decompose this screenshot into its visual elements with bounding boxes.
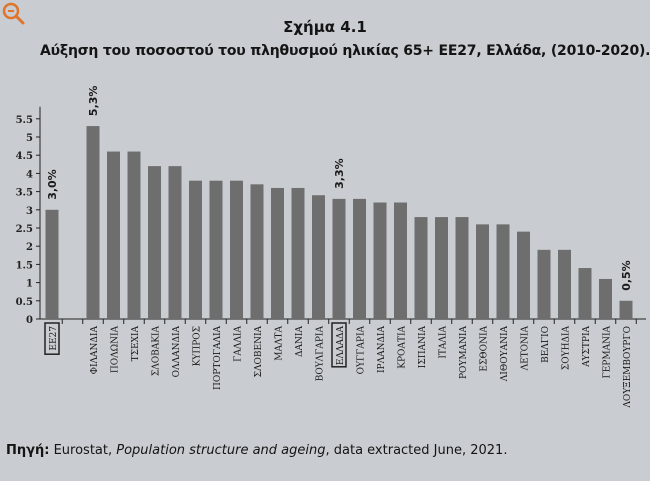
- x-tick-label: ΔΑΝΙΑ: [295, 326, 305, 357]
- highlight-box: [331, 322, 347, 368]
- bar-ΛΙΘΟΥΑΝΙΑ: [496, 224, 510, 319]
- x-tick-label: ΙΤΑΛΙΑ: [439, 326, 449, 359]
- bar-ΒΟΥΛΓΑΡΙΑ: [312, 195, 325, 319]
- bar-ΓΕΡΜΑΝΙΑ: [599, 278, 612, 319]
- data-label: 3,3%: [333, 158, 346, 189]
- y-tick-label: 3: [26, 206, 33, 217]
- y-tick-label: 1.5: [16, 260, 33, 271]
- x-tick-label: ΣΟΥΗΔΙΑ: [562, 326, 572, 371]
- x-tick-label: ΛΟΥΞΕΜΒΟΥΡΓΟ: [623, 326, 633, 409]
- bar-ΣΛΟΒΑΚΙΑ: [148, 166, 161, 319]
- x-tick-label: ΟΥΓΓΑΡΙΑ: [357, 326, 367, 375]
- bar-ΚΥΠΡΟΣ: [189, 180, 202, 319]
- x-tick-label: ΟΛΛΑΝΔΙΑ: [172, 326, 182, 378]
- y-tick-label: 0.5: [16, 297, 33, 308]
- bar-ΑΥΣΤΡΙΑ: [578, 268, 592, 319]
- zoom-magnifier-icon: [2, 2, 25, 25]
- data-label: 5,3%: [87, 86, 100, 117]
- x-tick-label: ΚΡΟΑΤΙΑ: [398, 326, 408, 369]
- x-tick-label: ΛΕΤΟΝΙΑ: [521, 326, 531, 372]
- x-tick-label: ΕΛΛΑΔΑ: [336, 326, 346, 366]
- x-tick-label: ΣΛΟΒΕΝΙΑ: [254, 326, 264, 378]
- bar-ΙΤΑΛΙΑ: [435, 217, 448, 319]
- bar-ΛΕΤΟΝΙΑ: [517, 231, 530, 319]
- x-tick-label: ΓΑΛΛΙΑ: [234, 326, 244, 362]
- y-tick-label: 2.5: [16, 224, 33, 235]
- x-tick-label: ΓΕΡΜΑΝΙΑ: [603, 326, 613, 379]
- bar-ΠΟΡΤΟΓΑΛΙΑ: [209, 180, 223, 319]
- chart-subtitle: Αύξηση του ποσοστού του πληθυσμού ηλικία…: [40, 43, 650, 59]
- bar-ΤΣΕΧΙΑ: [127, 151, 141, 319]
- x-tick-label: ΚΥΠΡΟΣ: [193, 326, 203, 366]
- bar-ΚΡΟΑΤΙΑ: [394, 202, 407, 319]
- bar-chart: 0 0.5 1 1.5 2 2.5 3 3.5 4 4.5 5 5.5 ΕΕ27 ΦΙΛΑΝΔΙΑ ΠΟΛΩ…: [16, 86, 646, 409]
- bar-ΓΑΛΛΙΑ: [230, 180, 243, 319]
- x-tick-label: ΦΙΛΑΝΔΙΑ: [90, 326, 100, 375]
- x-tick-label: ΕΣΘΟΝΙΑ: [480, 326, 490, 372]
- bar-ΡΟΥΜΑΝΙΑ: [455, 217, 469, 319]
- bar-ΕΛΛΑΔΑ: [332, 198, 346, 319]
- x-tick-label: ΒΟΥΛΓΑΡΙΑ: [316, 326, 326, 382]
- x-tick-label: ΡΟΥΜΑΝΙΑ: [459, 326, 469, 380]
- source-label: Πηγή:: [6, 443, 50, 458]
- y-tick-label: 3.5: [16, 188, 33, 199]
- source-org: Eurostat,: [53, 443, 117, 458]
- bar-ΙΡΛΑΝΔΙΑ: [373, 202, 387, 319]
- chart-title: Σχήμα 4.1: [283, 18, 367, 36]
- y-tick-label: 5: [26, 133, 33, 144]
- bar-ΣΛΟΒΕΝΙΑ: [250, 184, 264, 319]
- x-tick-label: ΜΑΛΤΑ: [275, 326, 285, 361]
- x-tick-label: ΤΣΕΧΙΑ: [131, 326, 141, 362]
- bar-ΛΟΥΞΕΜΒΟΥΡΓΟ: [619, 300, 633, 319]
- bar-ΣΟΥΗΔΙΑ: [558, 249, 571, 319]
- y-tick-label: 2: [26, 242, 33, 253]
- bar-ΠΟΛΩΝΙΑ: [107, 151, 120, 319]
- x-tick-label: ΒΕΛΓΙΟ: [541, 326, 551, 363]
- bar-ΟΛΛΑΝΔΙΑ: [168, 166, 182, 319]
- bar-ΕΕ27: [45, 209, 59, 319]
- bar-ΒΕΛΓΙΟ: [537, 249, 551, 319]
- x-tick-label: ΙΡΛΑΝΔΙΑ: [377, 326, 387, 374]
- bar-ΜΑΛΤΑ: [271, 187, 284, 319]
- y-tick-label: 5.5: [16, 115, 33, 126]
- source-dataset: Population structure and ageing: [116, 443, 326, 458]
- source-rest: , data extracted June, 2021.: [325, 443, 508, 458]
- y-tick-label: 4: [26, 169, 33, 180]
- x-tick-label: ΛΙΘΟΥΑΝΙΑ: [500, 326, 510, 383]
- bar-ΙΣΠΑΝΙΑ: [414, 217, 428, 319]
- x-tick-label: ΙΣΠΑΝΙΑ: [418, 326, 428, 369]
- source-note: Πηγή: Eurostat, Population structure and…: [6, 443, 507, 458]
- highlight-box: [44, 322, 60, 355]
- data-label: 3,0%: [46, 169, 59, 200]
- bar-ΦΙΛΑΝΔΙΑ: [86, 126, 100, 319]
- bar-ΟΥΓΓΑΡΙΑ: [353, 198, 366, 319]
- bar-ΔΑΝΙΑ: [291, 187, 305, 319]
- data-label: 0,5%: [620, 260, 633, 291]
- x-tick-label: ΕΕ27: [49, 326, 59, 351]
- y-tick-label: 1: [26, 279, 33, 290]
- y-tick-label: 4.5: [16, 151, 33, 162]
- x-tick-label: ΠΟΡΤΟΓΑΛΙΑ: [213, 326, 223, 390]
- x-tick-label: ΣΛΟΒΑΚΙΑ: [152, 326, 162, 377]
- bar-ΕΣΘΟΝΙΑ: [476, 224, 489, 319]
- y-tick-label: 0: [26, 315, 33, 326]
- x-tick-label: ΑΥΣΤΡΙΑ: [582, 326, 592, 368]
- x-tick-label: ΠΟΛΩΝΙΑ: [111, 326, 121, 374]
